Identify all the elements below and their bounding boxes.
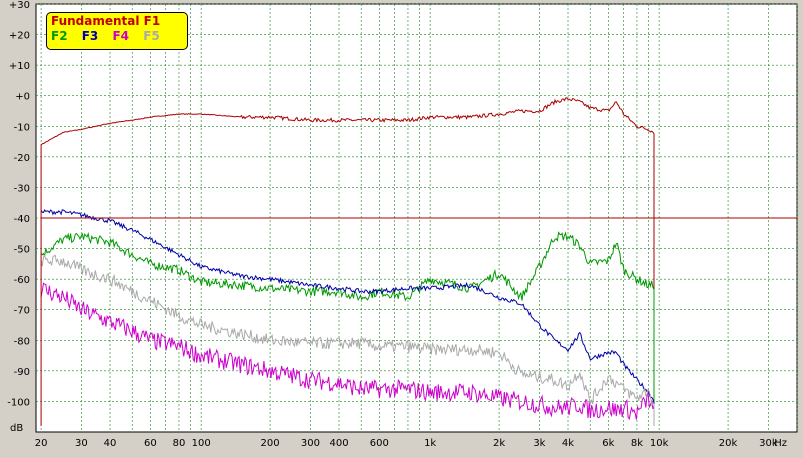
- y-tick-label: -10: [14, 122, 30, 133]
- x-tick-label: 300: [301, 438, 320, 449]
- y-tick-label: +0: [15, 92, 30, 103]
- y-tick-label: -80: [14, 336, 30, 347]
- x-tick-label: 600: [370, 438, 389, 449]
- x-tick-label: 30: [75, 438, 88, 449]
- x-tick-label: 2k: [493, 438, 505, 449]
- x-tick-label: 40: [104, 438, 117, 449]
- legend-f5: F5: [143, 29, 160, 43]
- y-tick-label: -100: [7, 397, 30, 408]
- y-tick-label: -50: [14, 245, 30, 256]
- x-tick-label: 100: [192, 438, 211, 449]
- x-tick-label: 60: [144, 438, 157, 449]
- legend-f3: F3: [81, 29, 99, 43]
- y-tick-label: +30: [9, 0, 30, 11]
- x-tick-label: 8k: [631, 438, 643, 449]
- legend-f4: F4: [112, 29, 130, 43]
- y-tick-label: -60: [14, 275, 30, 286]
- y-tick-label: -90: [14, 367, 30, 378]
- x-tick-label: 30k: [759, 438, 778, 449]
- legend-box: Fundamental F1 F2 F3 F4 F5: [46, 12, 188, 50]
- x-tick-label: 3k: [533, 438, 545, 449]
- y-tick-label: -40: [14, 214, 30, 225]
- x-tick-label: 80: [173, 438, 186, 449]
- series-line: [40, 231, 655, 426]
- series-line: [40, 254, 655, 426]
- y-tick-label: +20: [9, 31, 30, 42]
- legend-f2: F2: [51, 29, 68, 43]
- y-unit-label: dB: [10, 423, 23, 434]
- x-unit-label: Hz: [774, 438, 787, 449]
- x-tick-label: 20: [35, 438, 48, 449]
- x-tick-label: 20k: [719, 438, 738, 449]
- x-tick-label: 4k: [562, 438, 574, 449]
- x-tick-label: 200: [261, 438, 280, 449]
- y-tick-label: +10: [9, 61, 30, 72]
- x-tick-label: 400: [329, 438, 348, 449]
- series-line: [40, 97, 655, 426]
- legend-title: Fundamental F1: [51, 14, 161, 28]
- y-tick-label: -20: [14, 153, 30, 164]
- series-line: [40, 209, 655, 426]
- y-tick-label: -30: [14, 183, 30, 194]
- series-line: [40, 282, 655, 426]
- x-tick-label: 10k: [650, 438, 669, 449]
- y-tick-label: -70: [14, 306, 30, 317]
- x-tick-label: 1k: [424, 438, 436, 449]
- x-tick-label: 6k: [602, 438, 614, 449]
